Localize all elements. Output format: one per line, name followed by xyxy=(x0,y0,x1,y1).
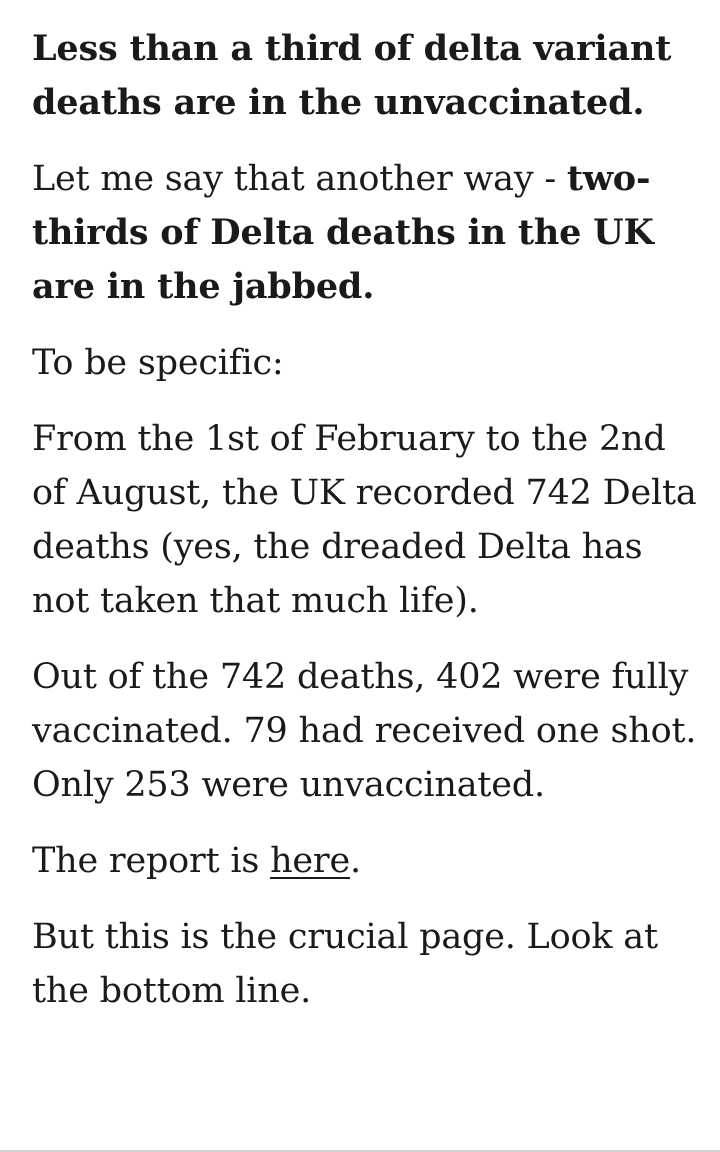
specific-intro-paragraph: To be specific: xyxy=(32,343,284,383)
restatement-lead: Let me say that another way - xyxy=(32,159,567,199)
date-range-paragraph: From the 1st of February to the 2nd of A… xyxy=(32,419,697,621)
headline-paragraph: Less than a third of delta variant death… xyxy=(32,28,672,123)
report-tail: . xyxy=(349,841,361,881)
breakdown-paragraph: Out of the 742 deaths, 402 were fully va… xyxy=(32,657,697,805)
article-body: Less than a third of delta variant death… xyxy=(32,22,702,1040)
report-paragraph: The report is here. xyxy=(32,834,702,888)
restatement-emphasis: two-thirds of Delta deaths in the UK are… xyxy=(32,158,654,307)
crucial-page-paragraph: But this is the crucial page. Look at th… xyxy=(32,917,658,1011)
report-link[interactable]: here xyxy=(270,841,350,881)
restatement-paragraph: Let me say that another way - two-thirds… xyxy=(32,152,702,314)
report-lead: The report is xyxy=(32,841,271,881)
bottom-divider xyxy=(0,1150,720,1152)
